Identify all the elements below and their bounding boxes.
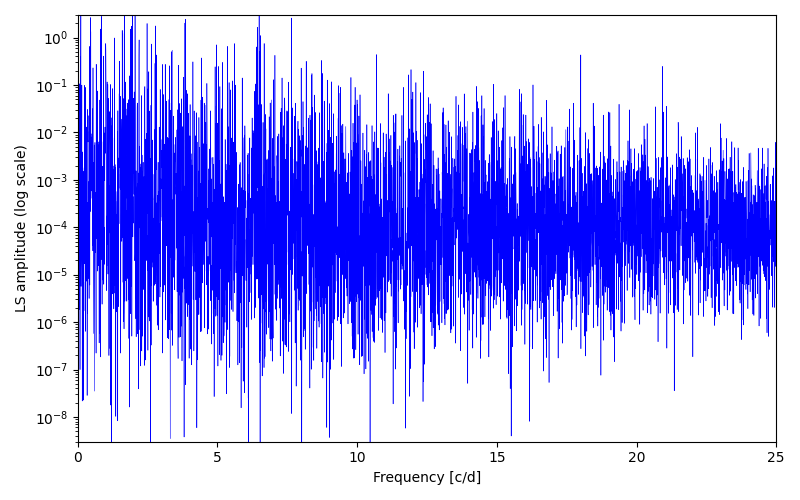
Y-axis label: LS amplitude (log scale): LS amplitude (log scale) (15, 144, 29, 312)
X-axis label: Frequency [c/d]: Frequency [c/d] (373, 471, 481, 485)
